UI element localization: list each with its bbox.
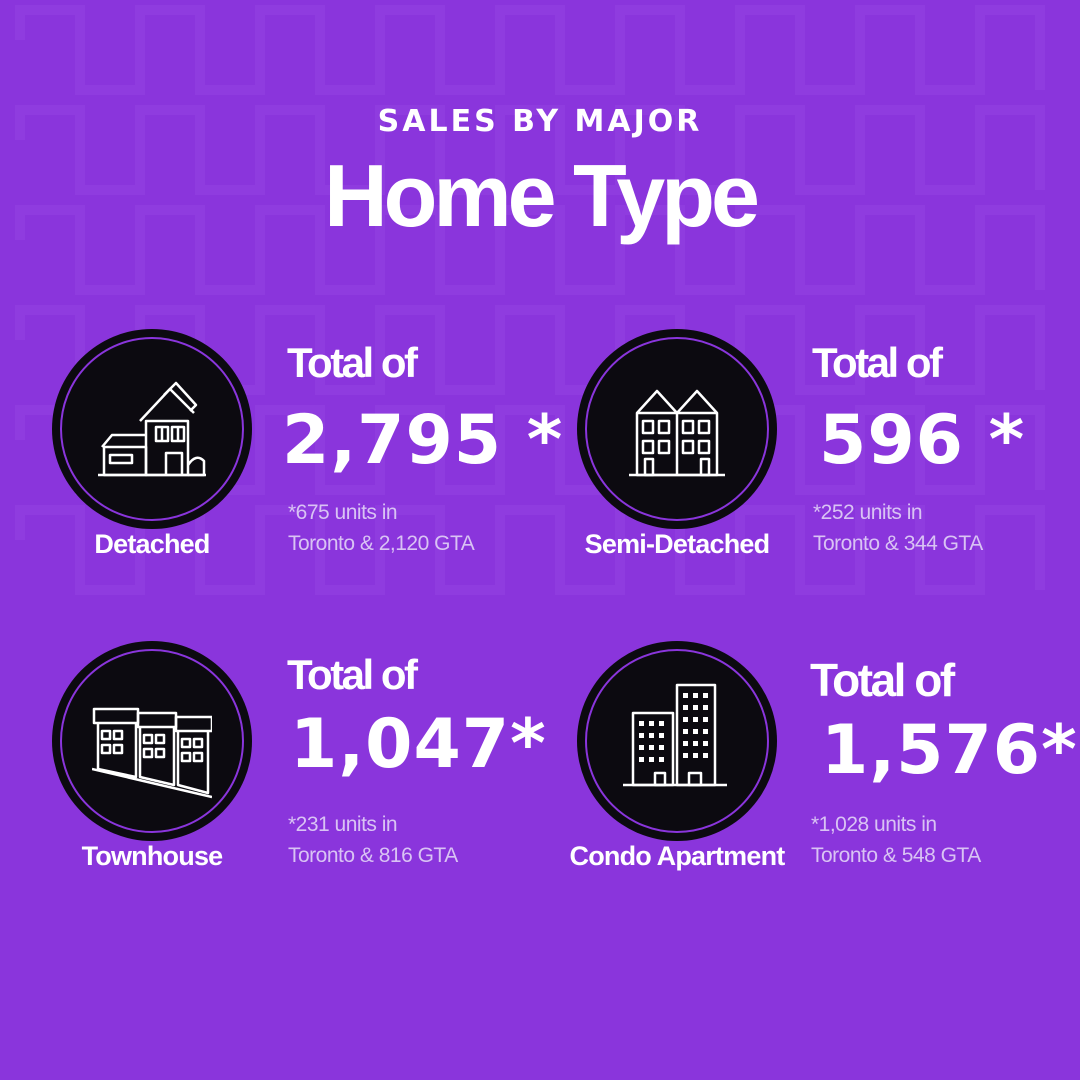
icon-circle xyxy=(577,329,777,529)
home-type-label: Semi-Detached xyxy=(584,529,770,559)
semi-detached-house-icon xyxy=(629,389,725,477)
icon-ring xyxy=(585,649,769,833)
note-line-2: Toronto & 816 GTA xyxy=(288,844,458,867)
note-line-2: Toronto & 2,120 GTA xyxy=(288,532,475,555)
header: SALES BY MAJOR Home Type xyxy=(0,100,1080,246)
condo-apartment-icon xyxy=(623,683,727,787)
note-line-1: *252 units in xyxy=(813,501,923,524)
note-line-1: *1,028 units in xyxy=(811,813,937,836)
total-value: 1,047* xyxy=(290,705,547,784)
total-label: Total of xyxy=(287,339,418,386)
icon-ring xyxy=(585,337,769,521)
page-title: Home Type xyxy=(324,146,760,245)
units-note: *675 units in Toronto & 2,120 GTA xyxy=(288,497,475,559)
icon-ring xyxy=(60,649,244,833)
detached-house-icon xyxy=(98,381,206,477)
home-type-label: Townhouse xyxy=(81,841,224,871)
units-note: *231 units in Toronto & 816 GTA xyxy=(288,809,458,871)
total-value: 596 * xyxy=(819,401,1026,480)
icon-circle xyxy=(577,641,777,841)
card-townhouse: Townhouse Total of 1,047* *231 units in … xyxy=(52,641,552,901)
icon-circle xyxy=(52,641,252,841)
icon-circle xyxy=(52,329,252,529)
home-type-label: Detached xyxy=(94,529,210,559)
note-line-2: Toronto & 548 GTA xyxy=(811,844,981,867)
card-detached: Detached Total of 2,795 * *675 units in … xyxy=(52,329,562,589)
note-line-1: *675 units in xyxy=(288,501,398,524)
total-label: Total of xyxy=(810,654,955,706)
note-line-1: *231 units in xyxy=(288,813,398,836)
note-line-2: Toronto & 344 GTA xyxy=(813,532,983,555)
home-type-label: Condo Apartment xyxy=(569,841,786,871)
townhouse-icon xyxy=(92,707,212,799)
total-value: 2,795 * xyxy=(282,401,564,480)
header-eyebrow: SALES BY MAJOR xyxy=(377,104,703,139)
total-value: 1,576* xyxy=(821,711,1078,790)
card-condo-apartment: Condo Apartment Total of 1,576* *1,028 u… xyxy=(570,641,1078,901)
units-note: *252 units in Toronto & 344 GTA xyxy=(813,497,983,559)
units-note: *1,028 units in Toronto & 548 GTA xyxy=(811,809,981,871)
total-label: Total of xyxy=(287,651,418,698)
card-semi-detached: Semi-Detached Total of 596 * *252 units … xyxy=(577,329,1077,589)
total-label: Total of xyxy=(812,339,943,386)
icon-ring xyxy=(60,337,244,521)
